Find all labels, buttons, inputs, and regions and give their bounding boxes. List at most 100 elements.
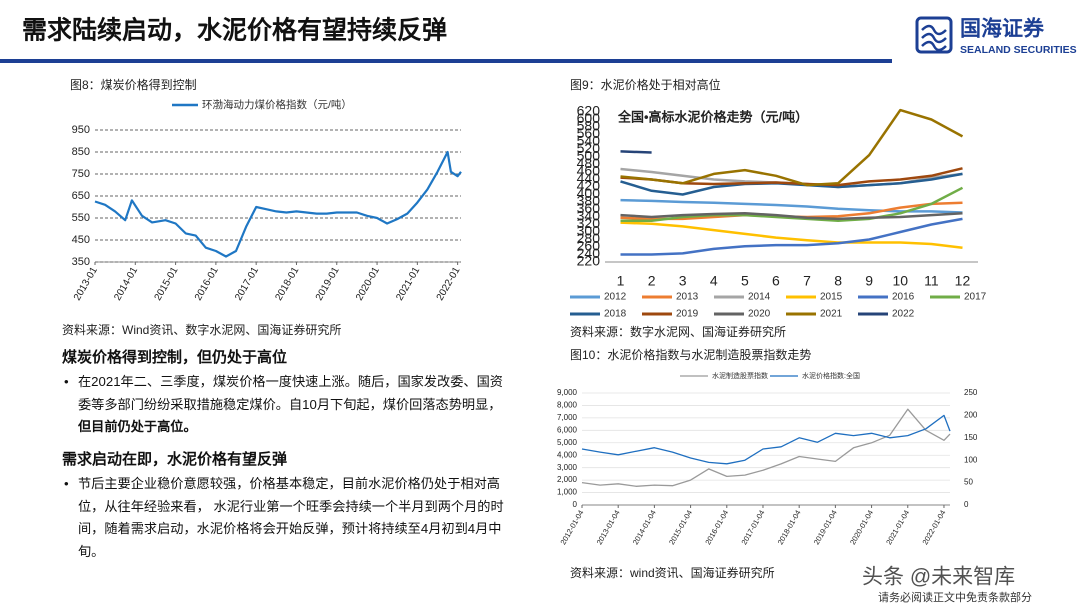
y-tick-label: 540 [577,133,601,149]
chart-source: 资料来源：wind资讯、国海证券研究所 [570,565,775,580]
y2-tick-label: 0 [964,500,969,509]
y-tick-label: 320 [577,215,601,231]
data-line [581,414,951,465]
logo-text: 国海证券 [960,17,1045,41]
legend-label: 2012 [604,292,627,303]
y2-tick-label: 100 [964,455,978,464]
y-tick-label: 850 [72,146,90,158]
legend-label: 2013 [676,292,699,303]
logo-icon [915,16,953,54]
data-line [620,150,652,154]
x-tick-label: 2017-01-04 [739,508,766,546]
bullet: 节后主要企业稳价意愿较强，价格基本稳定，目前水泥价格仍处于相对高位，从往年经验来… [62,473,512,563]
slide-title: 需求陆续启动，水泥价格有望持续反弹 [22,16,447,45]
x-tick-label: 2022-01 [435,265,463,303]
chart-title: 图9：水泥价格处于相对高位 [570,77,721,92]
x-tick-label: 2020-01 [354,265,382,303]
data-line [620,212,963,221]
y-tick-label: 7,000 [557,413,578,422]
y-tick-label: 750 [72,168,90,180]
chart-title: 图10：水泥价格指数与水泥制造股票指数走势 [570,347,811,362]
x-tick-label: 2021-01-04 [884,508,911,546]
chart-source: 资料来源：数字水泥网、国海证券研究所 [570,324,786,339]
y-tick-label: 620 [577,103,601,119]
y-tick-label: 5,000 [557,438,578,447]
y-tick-label: 4,000 [557,450,578,459]
y-tick-label: 440 [577,170,601,186]
y-tick-label: 380 [577,193,601,209]
logo-subtext: SEALAND SECURITIES [960,44,1077,56]
x-tick-label: 6 [772,273,780,289]
y-tick-label: 1,000 [557,488,578,497]
legend-label: 2017 [964,292,987,303]
x-tick-label: 2014-01 [112,265,140,303]
x-tick-label: 2013-01-04 [595,508,622,546]
y-tick-label: 650 [72,190,90,202]
data-line [620,217,963,256]
x-tick-label: 3 [679,273,687,289]
x-tick-label: 2016-01 [193,265,221,303]
x-tick-label: 2013-01 [72,265,100,303]
section-heading: 需求启动在即，水泥价格有望反弹 [62,451,288,468]
x-tick-label: 2014-01-04 [631,508,658,546]
y-tick-label: 500 [577,148,601,164]
y-tick-label: 460 [577,163,601,179]
disclaimer: 请务必阅读正文中免责条款部分 [878,590,1032,604]
x-tick-label: 2 [648,273,656,289]
x-tick-label: 2022-01-04 [920,508,947,546]
y-tick-label: 6,000 [557,425,578,434]
watermark: 头条 @未来智库 [862,566,1015,589]
section-heading: 煤炭价格得到控制，但仍处于高位 [62,349,288,366]
y-tick-label: 560 [577,125,601,141]
legend-label: 2021 [820,309,843,320]
y-tick-label: 280 [577,230,601,246]
data-line [620,108,964,187]
x-tick-label: 2017-01 [233,265,261,303]
legend-label: 2016 [892,292,915,303]
y-tick-label: 3,000 [557,463,578,472]
data-line [581,408,951,487]
y-tick-label: 420 [577,178,601,194]
x-tick-label: 2020-01-04 [848,508,875,546]
y-tick-label: 550 [72,212,90,224]
x-tick-label: 4 [710,273,718,289]
text-section: 需求启动在即，水泥价格有望反弹节后主要企业稳价意愿较强，价格基本稳定，目前水泥价… [62,448,512,563]
x-tick-label: 7 [803,273,811,289]
y-tick-label: 300 [577,223,601,239]
y-tick-label: 580 [577,118,601,134]
text-section: 煤炭价格得到控制，但仍处于高位在2021年二、三季度，煤炭价格一度快速上涨。随后… [62,346,512,439]
chart-title: 图8：煤炭价格得到控制 [70,77,197,92]
y-tick-label: 450 [72,234,90,246]
y-tick-label: 480 [577,155,601,171]
y-tick-label: 360 [577,200,601,216]
y-tick-label: 2,000 [557,475,578,484]
x-tick-label: 11 [924,273,939,289]
legend-label: 水泥制造股票指数 [712,371,768,380]
legend-label: 环渤海动力煤价格指数（元/吨） [202,98,352,111]
legend-label: 2014 [748,292,771,303]
x-tick-label: 10 [893,273,909,289]
bullet-text: 在2021年二、三季度，煤炭价格一度快速上涨。随后，国家发改委、国资委等多部门纷… [78,374,503,412]
y-tick-label: 340 [577,208,601,224]
y-tick-label: 350 [72,256,90,268]
x-tick-label: 2019-01-04 [812,508,839,546]
x-tick-label: 2018-01-04 [776,508,803,546]
header-rule [0,59,892,63]
bullet-text: 节后主要企业稳价意愿较强，价格基本稳定，目前水泥价格仍处于相对高位，从往年经验来… [78,476,504,559]
y-tick-label: 9,000 [557,388,578,397]
x-tick-label: 2015-01-04 [667,508,694,546]
y-tick-label: 240 [577,245,601,261]
y2-tick-label: 150 [964,433,978,442]
x-tick-label: 5 [741,273,749,289]
y-tick-label: 600 [577,110,601,126]
x-tick-label: 2019-01 [314,265,342,303]
y-tick-label: 400 [577,185,601,201]
y-tick-label: 8,000 [557,401,578,410]
legend-label: 2022 [892,309,915,320]
x-tick-label: 2021-01 [394,265,422,303]
data-line [94,150,462,258]
legend-label: 2019 [676,309,699,320]
chart-subtitle: 全国•高标水泥价格走势（元/吨） [617,109,808,124]
